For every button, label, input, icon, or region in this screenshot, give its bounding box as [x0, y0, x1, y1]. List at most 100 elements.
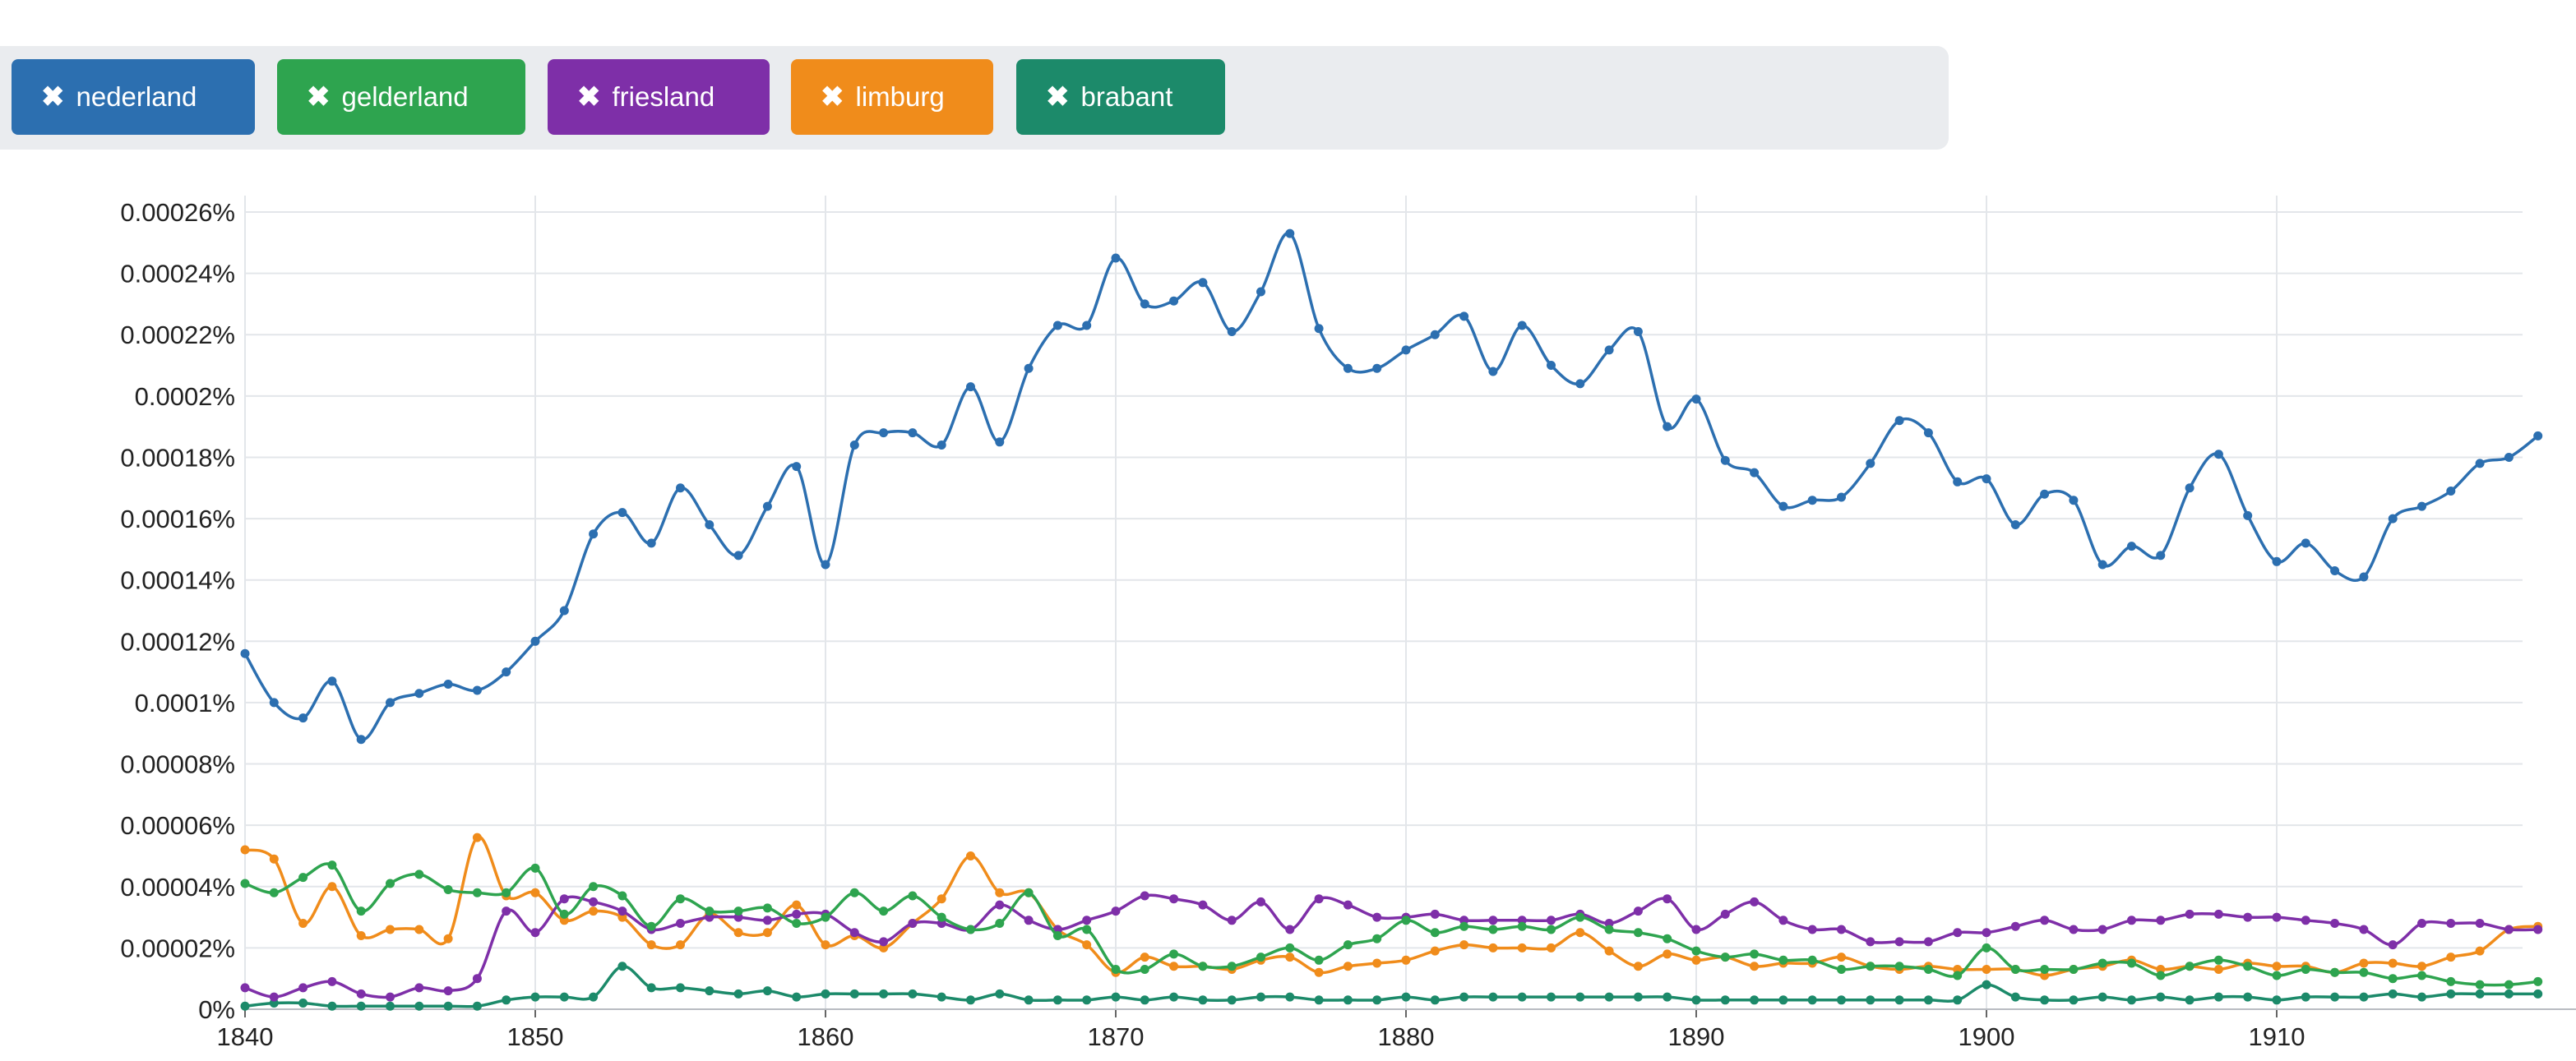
data-point[interactable] [1140, 953, 1149, 962]
data-point[interactable] [1517, 992, 1527, 1002]
data-point[interactable] [589, 529, 599, 539]
data-point[interactable] [1430, 330, 1440, 339]
data-point[interactable] [937, 441, 946, 450]
data-point[interactable] [1604, 946, 1614, 956]
filter-tag-friesland[interactable]: ✖ friesland [548, 59, 770, 135]
data-point[interactable] [1778, 995, 1788, 1005]
data-point[interactable] [2475, 919, 2485, 929]
data-point[interactable] [1082, 916, 1092, 925]
data-point[interactable] [1633, 906, 1643, 916]
data-point[interactable] [356, 989, 366, 999]
data-point[interactable] [1517, 921, 1527, 931]
data-point[interactable] [1401, 916, 1411, 925]
data-point[interactable] [2388, 958, 2398, 968]
data-point[interactable] [1691, 946, 1701, 956]
data-point[interactable] [1894, 962, 1904, 971]
data-point[interactable] [1082, 995, 1092, 1005]
data-point[interactable] [2533, 976, 2543, 986]
data-point[interactable] [2127, 958, 2136, 968]
data-point[interactable] [1604, 345, 1614, 355]
data-point[interactable] [240, 1001, 250, 1011]
data-point[interactable] [2504, 980, 2514, 989]
data-point[interactable] [1982, 928, 1991, 938]
data-point[interactable] [298, 873, 308, 883]
data-point[interactable] [530, 888, 540, 897]
data-point[interactable] [1923, 965, 1933, 974]
data-point[interactable] [821, 940, 830, 950]
data-point[interactable] [1575, 912, 1585, 922]
data-point[interactable] [2446, 487, 2456, 496]
data-point[interactable] [1837, 925, 1846, 934]
data-point[interactable] [386, 925, 395, 934]
data-point[interactable] [1314, 955, 1324, 965]
data-point[interactable] [792, 919, 802, 929]
data-point[interactable] [792, 992, 802, 1002]
data-point[interactable] [849, 928, 859, 938]
data-point[interactable] [966, 382, 975, 392]
data-point[interactable] [2040, 965, 2050, 974]
filter-tag-brabant[interactable]: ✖ brabant [1016, 59, 1225, 135]
data-point[interactable] [849, 989, 859, 999]
data-point[interactable] [1953, 928, 1963, 938]
data-point[interactable] [879, 906, 889, 916]
data-point[interactable] [1982, 980, 1991, 989]
data-point[interactable] [1866, 962, 1875, 971]
data-point[interactable] [2213, 450, 2223, 459]
data-point[interactable] [1285, 953, 1295, 962]
data-point[interactable] [2243, 992, 2253, 1002]
data-point[interactable] [908, 891, 918, 901]
data-point[interactable] [269, 888, 279, 897]
data-point[interactable] [2213, 992, 2223, 1002]
data-point[interactable] [1663, 949, 1672, 959]
data-point[interactable] [2417, 501, 2426, 511]
data-point[interactable] [2069, 965, 2079, 974]
data-point[interactable] [1169, 949, 1179, 959]
data-point[interactable] [240, 879, 250, 888]
data-point[interactable] [2359, 958, 2369, 968]
data-point[interactable] [762, 903, 772, 913]
close-icon[interactable]: ✖ [1046, 81, 1070, 113]
data-point[interactable] [1488, 916, 1498, 925]
data-point[interactable] [2504, 989, 2514, 999]
data-point[interactable] [240, 983, 250, 993]
data-point[interactable] [2475, 946, 2485, 956]
data-point[interactable] [443, 986, 453, 996]
data-point[interactable] [559, 606, 569, 616]
data-point[interactable] [2243, 912, 2253, 922]
data-point[interactable] [1169, 962, 1179, 971]
data-point[interactable] [646, 538, 656, 548]
data-point[interactable] [1169, 296, 1179, 306]
data-point[interactable] [1111, 253, 1121, 263]
data-point[interactable] [1198, 995, 1208, 1005]
data-point[interactable] [1837, 492, 1846, 502]
data-point[interactable] [995, 989, 1005, 999]
data-point[interactable] [617, 962, 627, 971]
data-point[interactable] [2533, 431, 2543, 441]
data-point[interactable] [2417, 992, 2426, 1002]
data-point[interactable] [2040, 916, 2050, 925]
data-point[interactable] [1343, 995, 1353, 1005]
data-point[interactable] [530, 992, 540, 1002]
data-point[interactable] [1256, 897, 1265, 906]
data-point[interactable] [356, 735, 366, 745]
data-point[interactable] [1198, 962, 1208, 971]
data-point[interactable] [1691, 995, 1701, 1005]
data-point[interactable] [502, 906, 511, 916]
data-point[interactable] [1866, 937, 1875, 947]
data-point[interactable] [269, 854, 279, 864]
data-point[interactable] [443, 934, 453, 943]
data-point[interactable] [2417, 919, 2426, 929]
data-point[interactable] [589, 882, 599, 892]
data-point[interactable] [559, 894, 569, 904]
data-point[interactable] [1227, 916, 1237, 925]
data-point[interactable] [1372, 363, 1382, 373]
data-point[interactable] [1140, 891, 1149, 901]
data-point[interactable] [502, 995, 511, 1005]
data-point[interactable] [1314, 894, 1324, 904]
data-point[interactable] [1953, 971, 1963, 980]
data-point[interactable] [792, 909, 802, 919]
data-point[interactable] [2156, 916, 2166, 925]
data-point[interactable] [1750, 995, 1760, 1005]
data-point[interactable] [1314, 995, 1324, 1005]
data-point[interactable] [2127, 995, 2136, 1005]
